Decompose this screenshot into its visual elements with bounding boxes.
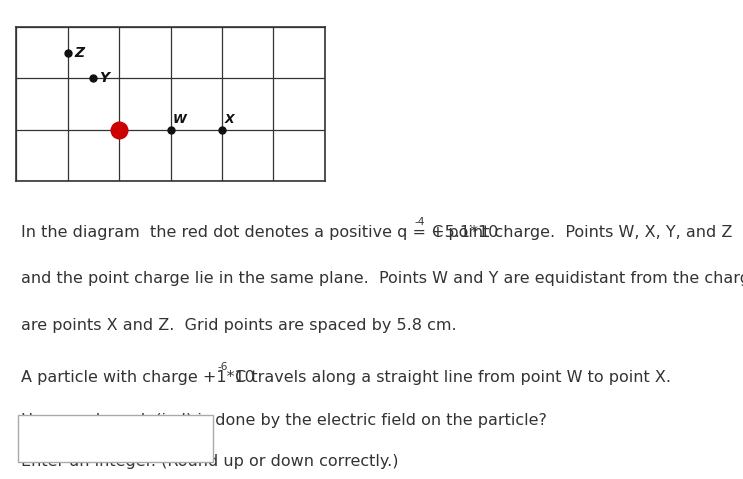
Text: are points X and Z.  Grid points are spaced by 5.8 cm.: are points X and Z. Grid points are spac… [21,318,456,333]
Text: Enter an integer. (Round up or down correctly.): Enter an integer. (Round up or down corr… [21,455,398,469]
Text: C travels along a straight line from point W to point X.: C travels along a straight line from poi… [230,370,672,385]
Text: C point charge.  Points W, X, Y, and Z: C point charge. Points W, X, Y, and Z [427,225,733,240]
Text: -4: -4 [415,217,425,227]
Text: -6: -6 [218,362,228,372]
Text: W: W [173,113,186,126]
Text: X: X [224,113,234,126]
Text: Y: Y [100,71,110,85]
Text: A particle with charge +1*10: A particle with charge +1*10 [21,370,255,385]
Text: In the diagram  the red dot denotes a positive q = +5.1*10: In the diagram the red dot denotes a pos… [21,225,498,240]
Text: Z: Z [74,46,84,60]
Text: and the point charge lie in the same plane.  Points W and Y are equidistant from: and the point charge lie in the same pla… [21,272,743,286]
Text: How much work (in J) is done by the electric field on the particle?: How much work (in J) is done by the elec… [21,413,547,429]
